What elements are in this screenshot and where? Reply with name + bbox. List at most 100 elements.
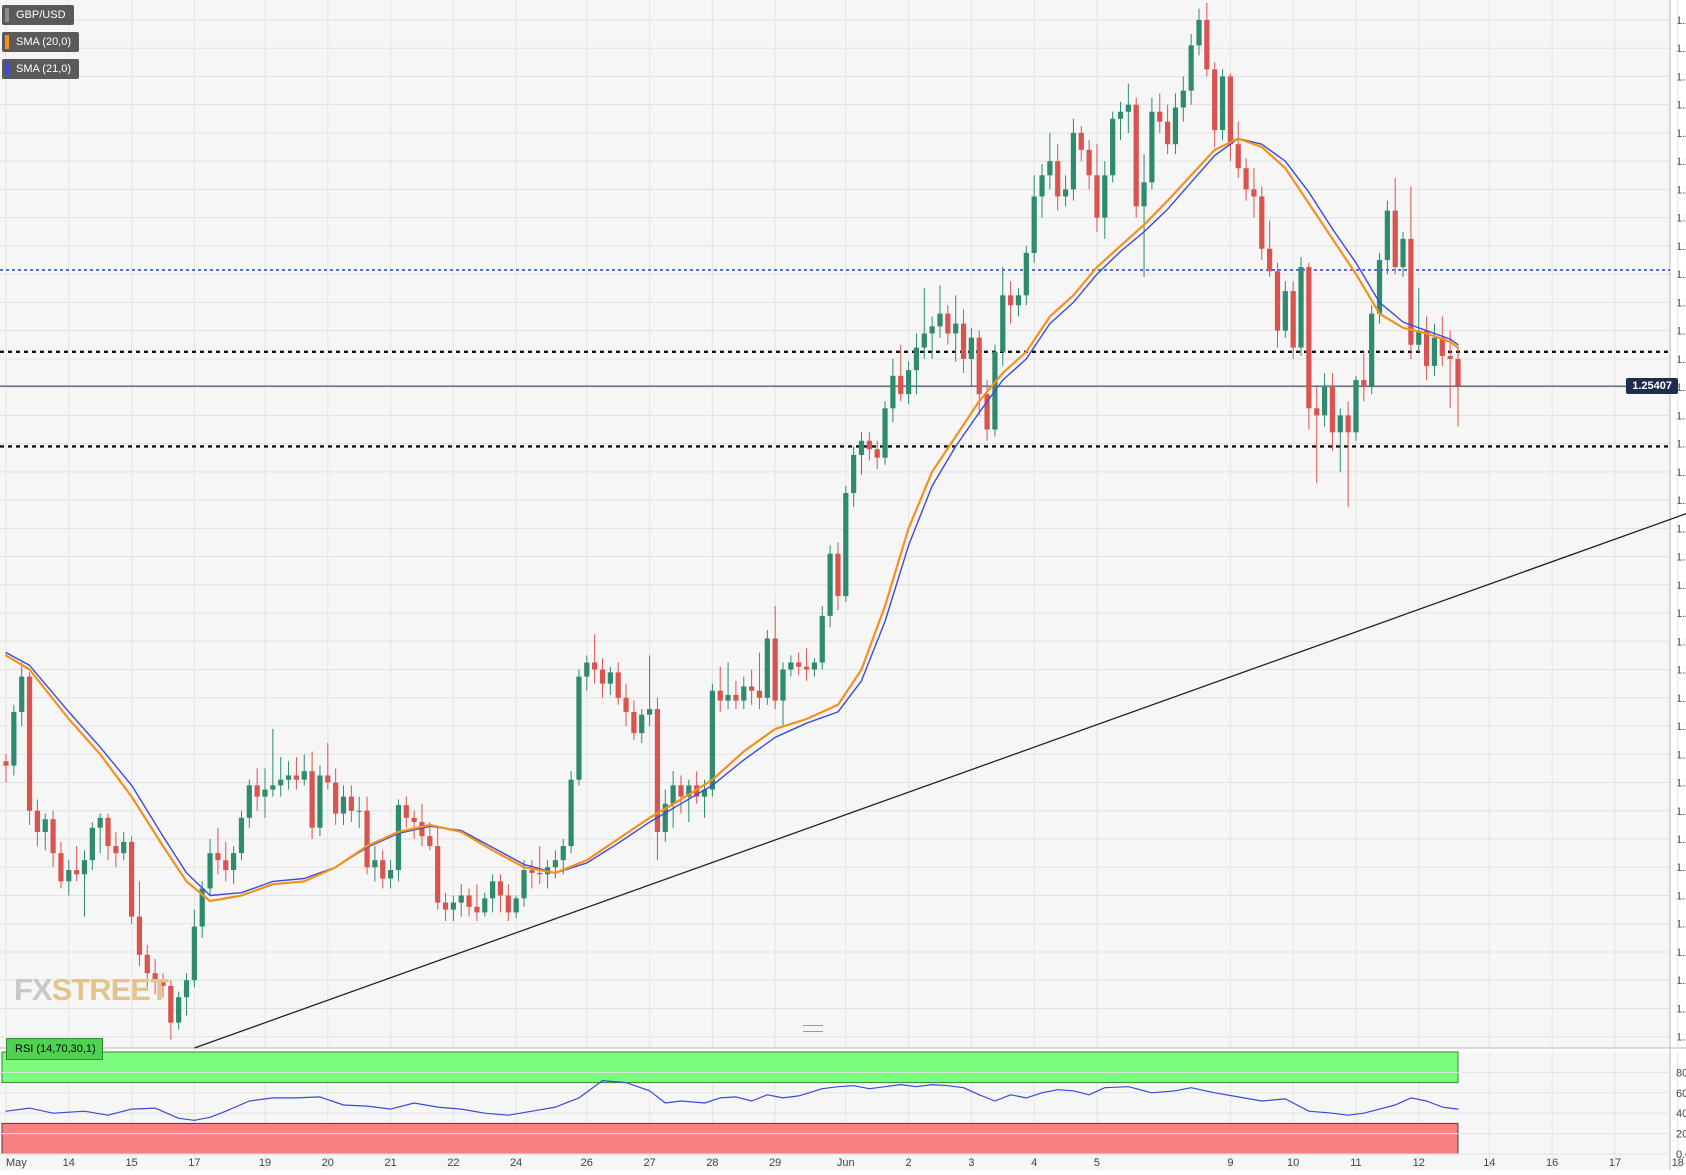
- candle-body: [285, 775, 292, 780]
- rsi-line: [5, 1079, 1459, 1121]
- candle-body: [866, 440, 872, 450]
- price-tick-label: 1.2500: [1676, 439, 1686, 451]
- candle-body: [215, 853, 221, 861]
- price-tick-label: 1.2220: [1676, 834, 1686, 846]
- candle-body: [1251, 189, 1257, 197]
- candle-body: [945, 313, 951, 334]
- price-tick-label: 1.2680: [1676, 184, 1686, 196]
- candle-body: [858, 440, 865, 455]
- candle-body: [937, 313, 943, 327]
- x-tick-label: 16: [1546, 1157, 1558, 1169]
- candle-body: [403, 805, 409, 818]
- candle-body: [898, 375, 904, 395]
- price-tick-label: 1.2300: [1676, 721, 1686, 733]
- logo-street: STREET: [51, 972, 169, 1007]
- x-tick-label: 9: [1227, 1157, 1233, 1169]
- candle-body: [513, 898, 519, 913]
- candle-body: [560, 846, 566, 861]
- candle-body: [411, 817, 417, 823]
- candle-body: [851, 454, 857, 494]
- price-tick-label: 1.2520: [1676, 410, 1686, 422]
- candle-body: [176, 997, 182, 1023]
- candle-body: [42, 819, 48, 832]
- candle-body: [584, 662, 590, 677]
- candle-body: [960, 323, 967, 359]
- price-tick-label: 1.2340: [1676, 665, 1686, 677]
- price-tick-label: 1.2620: [1676, 269, 1686, 281]
- candle-body: [882, 408, 888, 458]
- x-tick-label: 2: [906, 1157, 912, 1169]
- candle-body: [725, 694, 731, 701]
- logo-fx: FX: [14, 972, 53, 1007]
- candle-body: [1141, 182, 1147, 207]
- candle-body: [238, 817, 245, 854]
- candle-body: [749, 686, 755, 691]
- candle-body: [796, 662, 802, 667]
- symbol-legend[interactable]: GBP/USD: [2, 5, 74, 25]
- x-tick-label: 4: [1031, 1157, 1037, 1169]
- candle-body: [1290, 291, 1296, 348]
- price-tick-label: 1.2260: [1676, 778, 1686, 790]
- candle-body: [11, 711, 17, 766]
- rsi-tick-label: 60.0000: [1676, 1088, 1686, 1100]
- candle-body: [246, 785, 252, 818]
- candle-body: [662, 803, 668, 832]
- candle-body: [81, 860, 88, 875]
- candle-body: [921, 333, 927, 348]
- candle-body: [741, 686, 747, 701]
- candle-body: [670, 785, 676, 804]
- rsi-tick-label: 80.0000: [1676, 1067, 1686, 1079]
- candle-body: [1455, 358, 1461, 386]
- x-tick-label: 14: [1483, 1157, 1495, 1169]
- price-tick-label: 1.2780: [1676, 43, 1686, 55]
- candle-body: [1102, 175, 1108, 218]
- candle-body: [764, 638, 770, 698]
- sma21-legend[interactable]: SMA (21,0): [2, 59, 80, 79]
- candle-body: [788, 662, 794, 670]
- x-tick-label: Jun: [837, 1157, 855, 1169]
- candle-body: [1424, 330, 1430, 366]
- candle-body: [348, 796, 354, 811]
- price-tick-label: 1.2740: [1676, 100, 1686, 112]
- pane-splitter-handle[interactable]: [803, 1025, 823, 1032]
- sma20-legend[interactable]: SMA (20,0): [2, 32, 80, 52]
- candle-body: [1267, 248, 1273, 272]
- price-tick-label: 1.2760: [1676, 71, 1686, 83]
- price-tick-label: 1.2240: [1676, 806, 1686, 818]
- candle-body: [568, 779, 574, 847]
- x-tick-label: 12: [1413, 1157, 1425, 1169]
- x-tick-label: 20: [322, 1157, 334, 1169]
- symbol-swatch: [5, 8, 9, 22]
- rsi-tick-label: 20.0000: [1676, 1129, 1686, 1141]
- rsi-legend[interactable]: RSI (14,70,30,1): [6, 1038, 103, 1060]
- candle-body: [1125, 104, 1131, 112]
- candle-body: [309, 771, 315, 828]
- price-tick-label: 1.2280: [1676, 749, 1686, 761]
- candle-body: [521, 870, 527, 899]
- candle-body: [442, 902, 449, 910]
- candle-body: [803, 666, 810, 670]
- candle-body: [1337, 415, 1343, 433]
- candle-body: [301, 771, 307, 780]
- candle-body: [340, 796, 347, 814]
- candle-body: [183, 980, 190, 998]
- candle-body: [490, 881, 496, 899]
- candle-body: [58, 853, 64, 882]
- candle-body: [1274, 271, 1281, 331]
- candle-body: [97, 817, 103, 828]
- price-tick-label: 1.2420: [1676, 552, 1686, 564]
- candle-body: [1235, 144, 1241, 169]
- price-tick-label: 1.2700: [1676, 156, 1686, 168]
- candle-body: [976, 337, 982, 395]
- candle-body: [1353, 380, 1359, 433]
- candle-body: [1117, 111, 1124, 119]
- x-tick-label: 24: [510, 1157, 522, 1169]
- candle-body: [497, 881, 504, 896]
- x-tick-label: 5: [1094, 1157, 1100, 1169]
- candle-body: [121, 841, 127, 854]
- candle-body: [529, 870, 535, 873]
- candle-body: [599, 669, 606, 684]
- candle-body: [387, 870, 394, 879]
- candle-body: [709, 690, 715, 790]
